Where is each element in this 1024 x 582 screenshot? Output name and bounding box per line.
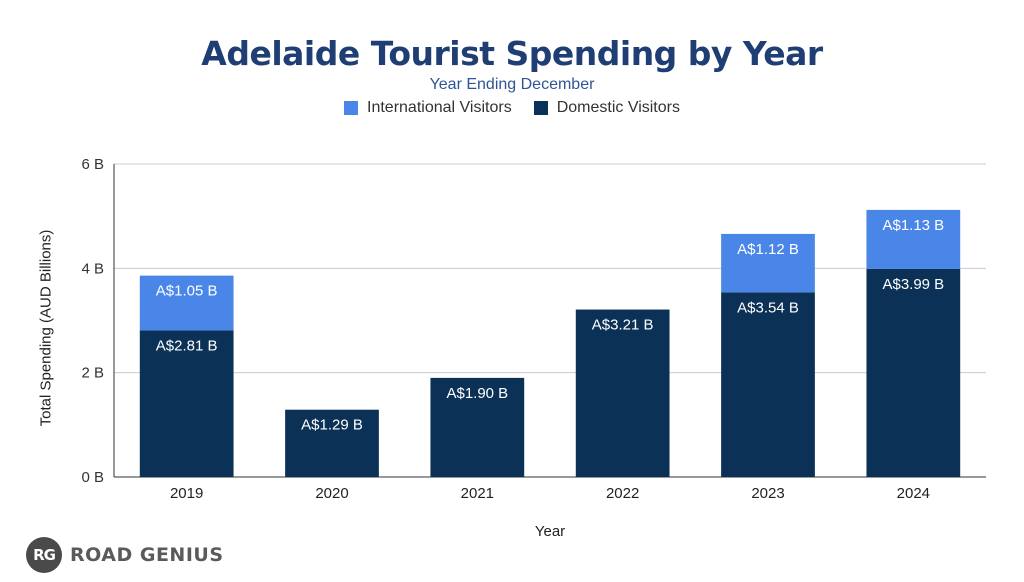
- chart-title: Adelaide Tourist Spending by Year: [201, 34, 823, 73]
- legend-swatch-international: [344, 101, 359, 115]
- bar-domestic-visitors: [575, 309, 670, 477]
- legend-swatch-domestic: [533, 101, 548, 115]
- bar-domestic-visitors: [721, 292, 815, 477]
- chart-subtitle: Year Ending December: [429, 76, 595, 93]
- legend-item-international: International Visitors: [344, 99, 512, 117]
- data-label: A$3.99 B: [882, 276, 944, 293]
- legend-label-international: International Visitors: [367, 99, 512, 116]
- x-tick-label: 2020: [315, 485, 348, 502]
- legend-label-domestic: Domestic Visitors: [556, 99, 680, 116]
- x-tick-label: 2023: [751, 485, 784, 502]
- brand-logo: RG ROAD GENIUS: [26, 537, 224, 573]
- data-label: A$3.54 B: [737, 299, 799, 316]
- y-tick-label: 6 B: [81, 156, 104, 173]
- y-tick-label: 0 B: [81, 469, 104, 486]
- bar-domestic-visitors: [430, 377, 525, 477]
- brand-name: ROAD GENIUS: [70, 544, 224, 566]
- data-label: A$1.29 B: [301, 417, 363, 434]
- bar-domestic-visitors: [285, 409, 379, 477]
- brand-badge-icon: RG: [26, 537, 62, 573]
- data-label: A$1.05 B: [156, 283, 218, 300]
- x-axis-label: Year: [534, 523, 566, 540]
- data-label: A$1.90 B: [446, 385, 508, 402]
- legend: International Visitors Domestic Visitors: [0, 99, 1024, 117]
- data-label: A$1.13 B: [882, 217, 944, 234]
- bar-international-visitors: [139, 275, 234, 331]
- bar-international-visitors: [866, 209, 961, 269]
- bar-international-visitors: [721, 233, 815, 293]
- x-tick-label: 2019: [170, 485, 203, 502]
- x-tick-label: 2021: [461, 485, 494, 502]
- data-label: A$2.81 B: [156, 337, 218, 354]
- data-label: A$1.12 B: [737, 241, 799, 258]
- legend-item-domestic: Domestic Visitors: [533, 99, 680, 117]
- y-tick-label: 4 B: [81, 260, 104, 277]
- bar-domestic-visitors: [866, 268, 961, 477]
- bar-domestic-visitors: [139, 330, 234, 477]
- x-tick-label: 2024: [897, 485, 930, 502]
- y-axis-label: Total Spending (AUD Billions): [37, 229, 55, 427]
- x-tick-label: 2022: [606, 485, 639, 502]
- y-tick-label: 2 B: [81, 365, 104, 382]
- data-label: A$3.21 B: [592, 317, 654, 334]
